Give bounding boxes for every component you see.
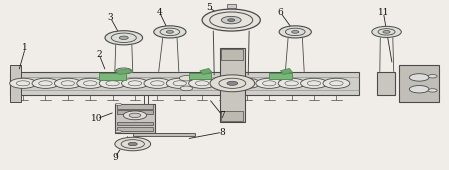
Bar [117, 110, 153, 114]
Text: 4: 4 [157, 8, 163, 17]
Polygon shape [200, 69, 212, 75]
Circle shape [428, 75, 437, 78]
Text: 1: 1 [22, 43, 28, 52]
Circle shape [129, 113, 141, 117]
Circle shape [179, 75, 194, 81]
Circle shape [210, 75, 255, 92]
Circle shape [240, 81, 254, 86]
Text: 11: 11 [378, 8, 389, 17]
Circle shape [285, 81, 298, 86]
Circle shape [151, 81, 164, 86]
Circle shape [189, 78, 216, 88]
Circle shape [330, 81, 343, 86]
Bar [9, 72, 359, 95]
Text: 5: 5 [206, 3, 212, 12]
Circle shape [218, 81, 231, 86]
Circle shape [233, 78, 260, 88]
Circle shape [307, 81, 321, 86]
Bar [377, 72, 395, 95]
Circle shape [372, 26, 401, 37]
Circle shape [227, 81, 238, 85]
Circle shape [292, 31, 299, 33]
Circle shape [195, 81, 209, 86]
Circle shape [263, 81, 276, 86]
Circle shape [428, 89, 437, 92]
Bar [133, 133, 195, 136]
Circle shape [54, 78, 81, 88]
Circle shape [154, 26, 186, 38]
Bar [221, 111, 243, 121]
Circle shape [300, 78, 327, 88]
Circle shape [61, 81, 75, 86]
Circle shape [122, 78, 149, 88]
Bar [399, 65, 440, 102]
Circle shape [219, 78, 246, 88]
Circle shape [144, 78, 171, 88]
Circle shape [278, 78, 305, 88]
Circle shape [210, 12, 253, 28]
Circle shape [383, 31, 390, 33]
Circle shape [128, 81, 142, 86]
Circle shape [115, 137, 151, 151]
Bar [117, 127, 153, 131]
Circle shape [166, 78, 193, 88]
Circle shape [378, 29, 395, 35]
Bar [115, 104, 155, 133]
Circle shape [221, 16, 241, 24]
Circle shape [116, 68, 132, 74]
Bar [269, 73, 292, 79]
Circle shape [77, 78, 104, 88]
Polygon shape [281, 69, 293, 75]
Text: 8: 8 [220, 128, 225, 137]
Circle shape [180, 86, 193, 91]
Bar [189, 73, 211, 79]
Circle shape [166, 31, 173, 33]
Text: 3: 3 [108, 13, 113, 22]
Text: 10: 10 [91, 114, 103, 123]
Circle shape [128, 142, 137, 146]
Circle shape [115, 103, 122, 106]
Polygon shape [115, 69, 133, 75]
Circle shape [39, 81, 52, 86]
Circle shape [211, 78, 238, 88]
Circle shape [409, 86, 429, 93]
Circle shape [123, 111, 147, 120]
Bar [117, 104, 153, 109]
Circle shape [409, 74, 429, 81]
Circle shape [106, 81, 119, 86]
Circle shape [105, 31, 143, 45]
Text: 2: 2 [97, 50, 102, 59]
Circle shape [99, 78, 126, 88]
Bar [9, 65, 21, 102]
Bar [227, 4, 236, 8]
Circle shape [111, 33, 136, 42]
Circle shape [202, 9, 260, 31]
Circle shape [160, 28, 180, 36]
Circle shape [119, 36, 128, 39]
Bar [99, 73, 126, 80]
Circle shape [323, 78, 350, 88]
Circle shape [279, 26, 311, 38]
Circle shape [9, 78, 36, 88]
Circle shape [173, 81, 186, 86]
Text: 6: 6 [277, 8, 283, 17]
Text: 7: 7 [220, 111, 225, 120]
Circle shape [115, 130, 122, 133]
Text: 9: 9 [112, 153, 118, 162]
Circle shape [84, 81, 97, 86]
Circle shape [16, 81, 30, 86]
Circle shape [121, 140, 145, 148]
Circle shape [286, 28, 305, 36]
Bar [117, 122, 153, 125]
Bar [220, 48, 245, 122]
Bar [221, 49, 243, 60]
Circle shape [256, 78, 283, 88]
Circle shape [32, 78, 59, 88]
Circle shape [228, 19, 235, 21]
